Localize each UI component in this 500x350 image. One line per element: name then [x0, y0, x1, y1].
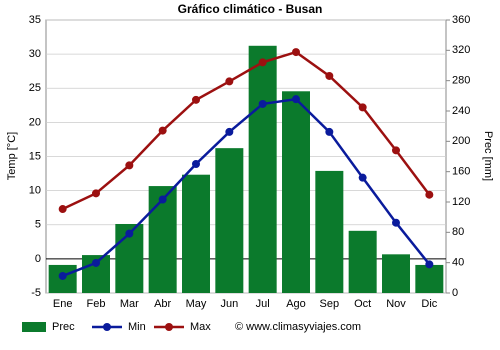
- bar: [382, 254, 410, 293]
- y-tick-label: 35: [29, 14, 41, 26]
- marker: [292, 95, 300, 104]
- y2-tick-label: 40: [452, 257, 464, 269]
- x-tick-label: Sep: [320, 298, 340, 310]
- marker: [225, 77, 234, 86]
- x-tick-label: Oct: [354, 298, 371, 310]
- y2-tick-label: 120: [452, 196, 470, 208]
- bar: [215, 148, 244, 293]
- legend-swatch: [165, 323, 173, 331]
- marker: [325, 71, 334, 80]
- legend-label: Prec: [52, 321, 75, 333]
- bar: [282, 91, 310, 294]
- x-tick-label: Ene: [53, 298, 73, 310]
- y2-axis-label: Prec [mm]: [482, 131, 494, 181]
- marker: [392, 146, 400, 155]
- watermark: © www.climasyviajes.com: [235, 321, 361, 333]
- marker: [225, 127, 234, 136]
- y-tick-label: 30: [29, 48, 41, 60]
- y2-tick-label: 240: [452, 105, 470, 117]
- marker: [158, 126, 167, 135]
- y2-tick-label: 280: [452, 75, 470, 87]
- x-tick-label: Dic: [421, 298, 437, 310]
- bar: [248, 45, 277, 294]
- x-tick-label: Nov: [386, 298, 406, 310]
- y2-tick-label: 320: [452, 44, 470, 56]
- marker: [58, 271, 67, 280]
- marker: [425, 190, 434, 199]
- bar: [182, 174, 210, 293]
- x-tick-label: Jun: [220, 298, 238, 310]
- marker: [192, 160, 200, 169]
- marker: [158, 195, 167, 204]
- y-axis-label: Temp [°C]: [6, 132, 18, 180]
- marker: [292, 48, 300, 57]
- y2-tick-label: 160: [452, 166, 470, 178]
- line: [62, 50, 431, 211]
- x-tick-label: Abr: [154, 298, 171, 310]
- marker: [192, 95, 200, 104]
- legend-swatch: [103, 323, 111, 331]
- bar: [348, 230, 377, 293]
- marker: [92, 258, 100, 267]
- y-tick-label: 0: [35, 253, 41, 265]
- x-tick-label: Feb: [87, 298, 106, 310]
- bar: [415, 264, 444, 293]
- y2-tick-label: 0: [452, 287, 458, 299]
- marker: [92, 189, 100, 198]
- y-tick-label: 20: [29, 116, 41, 128]
- y2-tick-label: 80: [452, 226, 464, 238]
- bar: [148, 186, 177, 293]
- marker: [125, 229, 134, 238]
- y2-tick-label: 200: [452, 135, 470, 147]
- marker: [258, 99, 267, 108]
- y-tick-label: 15: [29, 150, 41, 162]
- marker: [58, 205, 67, 214]
- marker: [358, 173, 367, 182]
- x-tick-label: Ago: [286, 298, 306, 310]
- marker: [325, 127, 334, 136]
- x-tick-label: Jul: [256, 298, 270, 310]
- legend-label: Min: [128, 321, 146, 333]
- line: [62, 97, 431, 278]
- chart-title: Gráfico climático - Busan: [178, 2, 323, 16]
- marker: [392, 218, 400, 227]
- y-tick-label: -5: [31, 287, 41, 299]
- marker: [425, 260, 434, 269]
- y-tick-label: 25: [29, 82, 41, 94]
- legend-swatch: [22, 322, 46, 332]
- bar: [315, 170, 344, 293]
- y-tick-label: 10: [29, 185, 41, 197]
- y-tick-label: 5: [35, 219, 41, 231]
- marker: [258, 58, 267, 67]
- x-tick-label: May: [186, 298, 207, 310]
- legend-label: Max: [190, 321, 211, 333]
- marker: [358, 103, 367, 112]
- y2-tick-label: 360: [452, 14, 470, 26]
- marker: [125, 161, 134, 170]
- x-tick-label: Mar: [120, 298, 139, 310]
